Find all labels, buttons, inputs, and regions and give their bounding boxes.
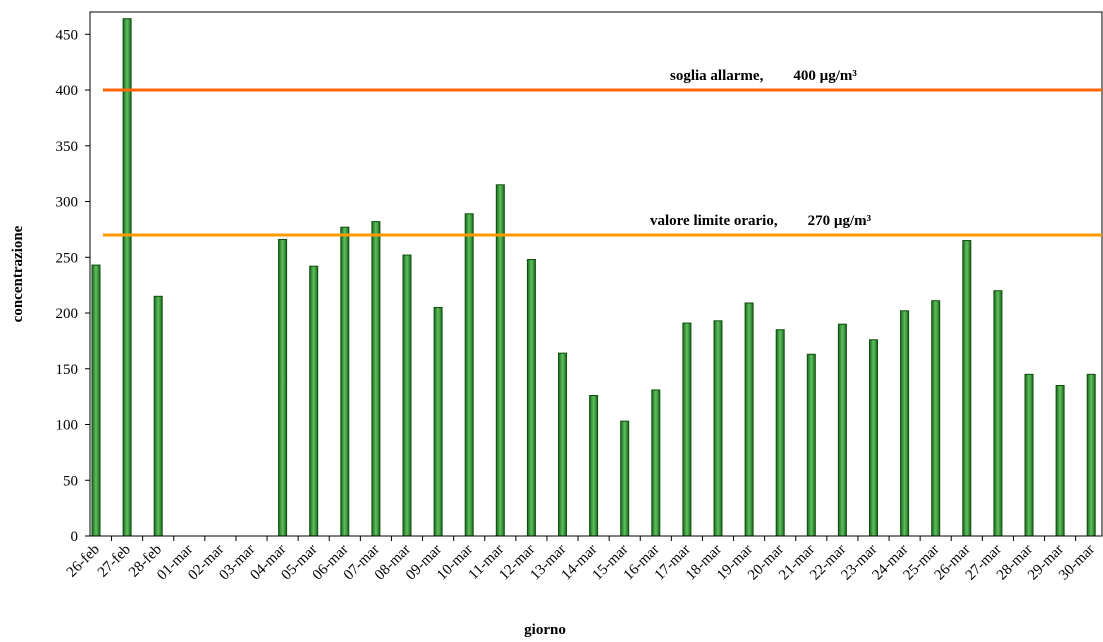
bar: [402, 254, 412, 537]
x-axis-label: giorno: [524, 622, 566, 638]
y-tick-label: 100: [56, 418, 79, 434]
y-tick-label: 150: [56, 362, 79, 378]
bar: [91, 264, 101, 537]
bar: [122, 18, 132, 537]
x-tick-label: 26-feb: [64, 542, 103, 581]
bar: [464, 213, 474, 537]
bar: [371, 221, 381, 537]
y-tick-label: 50: [63, 473, 78, 489]
y-axis-label: concentrazione: [10, 225, 26, 322]
bar: [340, 226, 350, 537]
bar: [713, 320, 723, 537]
bar: [1086, 373, 1096, 537]
bar: [1024, 373, 1034, 537]
y-tick-label: 450: [56, 27, 79, 43]
y-tick-label: 400: [56, 83, 79, 99]
x-tick-label: 27-feb: [95, 542, 134, 581]
bar: [806, 353, 816, 537]
bar: [775, 329, 785, 537]
y-tick-label: 250: [56, 250, 79, 266]
threshold-label: soglia allarme,: [670, 68, 764, 84]
bar: [931, 300, 941, 537]
bar: [433, 306, 443, 537]
bar: [1055, 384, 1065, 537]
bar: [869, 339, 878, 537]
bar: [153, 295, 163, 537]
y-tick-label: 300: [56, 195, 79, 211]
bar: [900, 310, 910, 537]
bar: [962, 240, 972, 537]
bar: [682, 322, 692, 537]
bar: [993, 290, 1003, 537]
y-tick-label: 0: [71, 529, 79, 545]
bar: [620, 420, 630, 537]
threshold-label: valore limite orario,: [650, 213, 778, 229]
bar: [837, 323, 847, 537]
threshold-value-label: 400 µg/m³: [793, 68, 857, 84]
threshold-value-label: 270 µg/m³: [808, 213, 872, 229]
y-tick-label: 350: [56, 139, 79, 155]
y-tick-label: 200: [56, 306, 79, 322]
bar: [495, 184, 505, 537]
bar: [309, 265, 319, 537]
bar: [278, 238, 288, 537]
bar: [526, 259, 536, 537]
bar: [651, 389, 661, 537]
x-tick-label: 30-mar: [1056, 542, 1098, 584]
bar: [589, 395, 599, 537]
bar: [558, 352, 567, 537]
bar: [744, 302, 754, 537]
